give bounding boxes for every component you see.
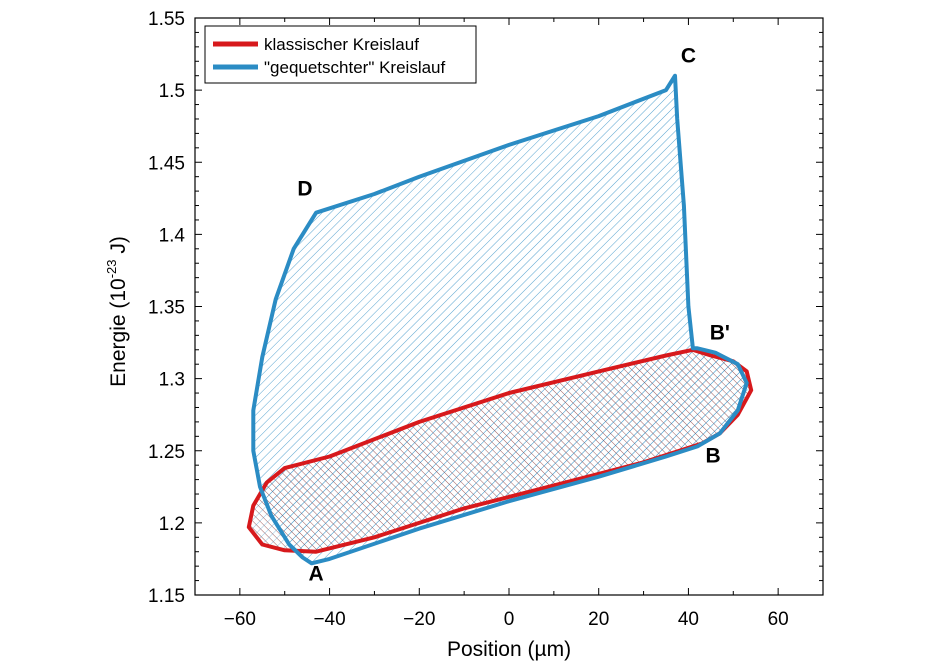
x-tick-label: −40: [313, 609, 345, 630]
x-tick-label: 60: [768, 609, 789, 630]
series-lines: [246, 73, 754, 566]
legend-label-gequetscht: "gequetschter" Kreislauf: [264, 58, 445, 77]
x-tick-label: 20: [588, 609, 609, 630]
y-axis-label-prefix: Energie (10: [107, 278, 130, 387]
series-fills: [248, 75, 752, 564]
axis-tick-labels: −60 −40 −20 0 20 40 60 1.15 1.2 1.25 1.3 1.35 1.4 1.4…: [148, 9, 789, 630]
legend-label-klassisch: klassischer Kreislauf: [264, 35, 419, 54]
series-fill-overlap: [248, 349, 752, 552]
y-axis-label-suffix: J): [107, 236, 130, 259]
point-label: C: [681, 45, 696, 68]
y-tick-label: 1.25: [148, 442, 185, 463]
point-annotations: A B B' C D: [297, 45, 730, 586]
x-tick-label: 40: [678, 609, 699, 630]
y-tick-label: 1.15: [148, 586, 185, 607]
point-label: D: [297, 177, 312, 200]
point-label: B: [706, 444, 721, 467]
y-tick-label: 1.55: [148, 9, 185, 30]
x-tick-label: −20: [403, 609, 435, 630]
y-axis-label-exponent: -23: [104, 259, 119, 278]
legend-box: [204, 25, 477, 84]
y-tick-label: 1.45: [148, 153, 185, 174]
x-tick-label: 0: [504, 609, 515, 630]
axis-ticks: [194, 17, 824, 596]
x-axis-label: Position (µm): [447, 638, 571, 661]
x-tick-label: −60: [224, 609, 256, 630]
point-label: A: [309, 563, 324, 586]
point-label: B': [710, 322, 730, 345]
series-line-1: [251, 73, 749, 566]
y-tick-label: 1.3: [159, 370, 185, 391]
y-axis-label: Energie (10-23 J): [104, 236, 130, 387]
legend: klassischer Kreislauf "gequetschter" Kre…: [204, 25, 477, 84]
y-tick-label: 1.4: [159, 225, 186, 246]
y-tick-label: 1.2: [159, 514, 185, 535]
y-tick-label: 1.5: [159, 81, 185, 102]
y-tick-label: 1.35: [148, 298, 185, 319]
